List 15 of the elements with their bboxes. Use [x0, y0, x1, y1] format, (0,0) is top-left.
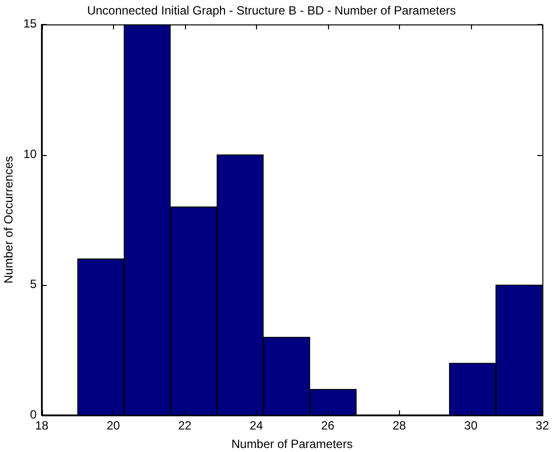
x-tick-label: 28 — [392, 418, 406, 433]
x-tick-label: 32 — [536, 418, 550, 433]
x-tick-label: 18 — [35, 418, 49, 433]
x-tick-label: 22 — [178, 418, 192, 433]
y-tick-label: 5 — [30, 277, 38, 292]
y-tick-label: 0 — [30, 408, 38, 422]
y-axis-title: Number of Occurrences — [2, 156, 16, 284]
x-tick-label: 24 — [250, 418, 264, 433]
x-tick-label: 30 — [464, 418, 478, 433]
x-tick-label: 26 — [321, 418, 335, 433]
x-axis-title: Number of Parameters — [231, 437, 353, 452]
y-tick-label: 10 — [23, 146, 38, 161]
chart-title: Unconnected Initial Graph - Structure B - BD - Number of Parameters — [87, 4, 456, 18]
x-tick-label: 20 — [106, 418, 120, 433]
y-tick-label: 15 — [23, 16, 38, 31]
